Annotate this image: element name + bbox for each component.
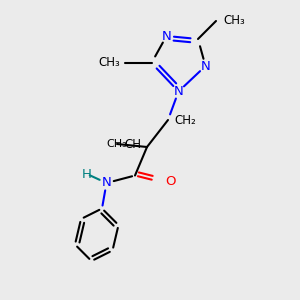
Text: CH₂: CH₂ bbox=[174, 113, 196, 127]
Text: N: N bbox=[201, 59, 210, 73]
Text: CH: CH bbox=[124, 137, 141, 151]
Text: H: H bbox=[82, 167, 92, 181]
Text: CH₃: CH₃ bbox=[98, 56, 120, 70]
Text: CH₃: CH₃ bbox=[106, 139, 128, 149]
Text: N: N bbox=[162, 29, 171, 43]
Text: N: N bbox=[174, 85, 183, 98]
Text: CH₃: CH₃ bbox=[224, 14, 245, 28]
Text: O: O bbox=[166, 175, 176, 188]
Text: N: N bbox=[102, 176, 111, 190]
